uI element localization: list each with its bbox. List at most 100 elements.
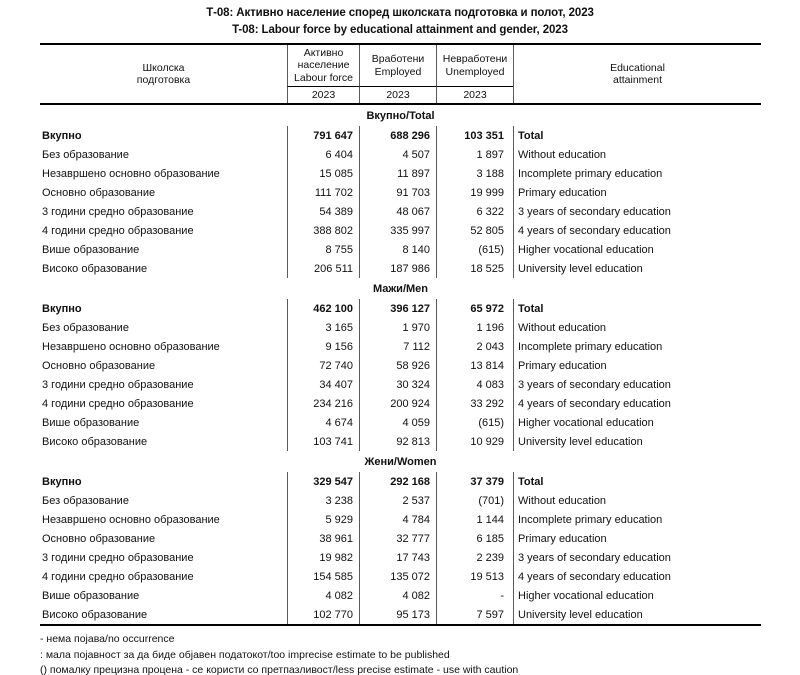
cell-labour-force: 206 511 — [287, 259, 359, 278]
cell-unemployed: 65 972 — [436, 299, 513, 318]
row-label-mk: Без образование — [42, 494, 129, 507]
row-label-mk: Високо образование — [42, 608, 148, 621]
footnotes: - нема појава/no occurrence : мала појав… — [40, 632, 800, 675]
cell-employed: 11 897 — [359, 164, 436, 183]
table-row: Више образование 4 082 4 082- Higher vocati… — [40, 586, 761, 605]
cell-unemployed: (615) — [436, 413, 513, 432]
cell-employed: 17 743 — [359, 548, 436, 567]
row-label-mk: Без образование — [42, 148, 129, 161]
row-label-en: Total — [513, 472, 761, 491]
table-body: Вкупно/Total Вкупно 791 647 688 296 103 351 T… — [40, 105, 761, 626]
row-label-en: Primary education — [513, 183, 761, 202]
cell-unemployed: 18 525 — [436, 259, 513, 278]
table-header: Школска подготовка Активно население Lab… — [40, 43, 761, 105]
header-labour-force: Активно население Labour force — [287, 45, 359, 87]
cell-unemployed: 19 999 — [436, 183, 513, 202]
header-school-prep: Школска подготовка — [40, 45, 287, 103]
row-label-en: Higher vocational education — [513, 586, 761, 605]
cell-labour-force: 154 585 — [287, 567, 359, 586]
cell-employed: 30 324 — [359, 375, 436, 394]
cell-employed: 92 813 — [359, 432, 436, 451]
table-row: Високо образование 102 770 95 173 7 597 Univ… — [40, 605, 761, 624]
footnote-no-occurrence: - нема појава/no occurrence — [40, 633, 175, 645]
cell-employed: 8 140 — [359, 240, 436, 259]
header-unemployed-line2: Unemployed — [445, 65, 505, 78]
header-educational-attainment: Educational attainment — [513, 45, 761, 103]
header-labour-force-line1: Активно — [303, 46, 344, 59]
cell-employed: 187 986 — [359, 259, 436, 278]
table-row: Високо образование 103 741 92 813 10 929 Uni… — [40, 432, 761, 451]
row-label-mk: Незавршено основно образование — [42, 340, 220, 353]
cell-labour-force: 72 740 — [287, 356, 359, 375]
row-label-en: Incomplete primary education — [513, 337, 761, 356]
cell-employed: 4 082 — [359, 586, 436, 605]
header-educational-line2: attainment — [612, 74, 663, 86]
cell-labour-force: 462 100 — [287, 299, 359, 318]
row-label-mk: 3 години средно образование — [42, 378, 194, 391]
year-cell-labour-force: 2023 — [287, 87, 359, 103]
table-row: Основно образование 111 702 91 703 19 999 Pr… — [40, 183, 761, 202]
header-labour-force-line2: население — [297, 59, 350, 72]
page-titles: Т-08: Активно население според школската… — [0, 0, 800, 39]
cell-employed: 48 067 — [359, 202, 436, 221]
cell-unemployed: 33 292 — [436, 394, 513, 413]
cell-labour-force: 4 674 — [287, 413, 359, 432]
cell-employed: 335 997 — [359, 221, 436, 240]
cell-unemployed: 6 185 — [436, 529, 513, 548]
table-row: 3 години средно образование 19 982 17 743 2… — [40, 548, 761, 567]
row-label-en: 3 years of secondary education — [513, 202, 761, 221]
row-label-mk: 3 години средно образование — [42, 551, 194, 564]
footnote-imprecise-estimate: : мала појавност за да биде објавен пода… — [40, 648, 450, 661]
row-label-mk: Основно образование — [42, 186, 156, 199]
cell-employed: 4 507 — [359, 145, 436, 164]
cell-unemployed: 19 513 — [436, 567, 513, 586]
cell-unemployed: - — [436, 586, 513, 605]
cell-employed: 95 173 — [359, 605, 436, 624]
row-label-en: Primary education — [513, 529, 761, 548]
cell-employed: 91 703 — [359, 183, 436, 202]
table-row: 4 години средно образование 388 802 335 99… — [40, 221, 761, 240]
row-label-mk: 4 години средно образование — [42, 397, 194, 410]
section-title: Вкупно/Total — [366, 109, 435, 122]
row-label-en: University level education — [513, 605, 761, 624]
table-row: Више образование 4 674 4 059 (615) Higher vo… — [40, 413, 761, 432]
cell-unemployed: 6 322 — [436, 202, 513, 221]
cell-employed: 32 777 — [359, 529, 436, 548]
table-row: 4 години средно образование 234 216 200 92… — [40, 394, 761, 413]
row-label-en: Without education — [513, 491, 761, 510]
cell-labour-force: 5 929 — [287, 510, 359, 529]
cell-unemployed: 10 929 — [436, 432, 513, 451]
cell-employed: 396 127 — [359, 299, 436, 318]
row-label-en: 4 years of secondary education — [513, 394, 761, 413]
cell-labour-force: 6 404 — [287, 145, 359, 164]
row-label-en: Incomplete primary education — [513, 510, 761, 529]
row-label-mk: Вкупно — [42, 129, 82, 142]
cell-unemployed: 1 897 — [436, 145, 513, 164]
cell-unemployed: 2 043 — [436, 337, 513, 356]
cell-labour-force: 388 802 — [287, 221, 359, 240]
row-label-en: Incomplete primary education — [513, 164, 761, 183]
page-title-mk: Т-08: Активно население според школската… — [206, 7, 594, 19]
cell-unemployed: 7 597 — [436, 605, 513, 624]
row-label-en: Higher vocational education — [513, 240, 761, 259]
row-label-mk: Високо образование — [42, 262, 148, 275]
cell-unemployed: 3 188 — [436, 164, 513, 183]
cell-labour-force: 9 156 — [287, 337, 359, 356]
table-row: Незавршено основно образование 15 085 11 8… — [40, 164, 761, 183]
cell-unemployed: 37 379 — [436, 472, 513, 491]
cell-labour-force: 234 216 — [287, 394, 359, 413]
row-label-en: Without education — [513, 318, 761, 337]
cell-labour-force: 54 389 — [287, 202, 359, 221]
row-label-en: 4 years of secondary education — [513, 567, 761, 586]
cell-labour-force: 8 755 — [287, 240, 359, 259]
table-row: 4 години средно образование 154 585 135 07… — [40, 567, 761, 586]
row-label-en: 3 years of secondary education — [513, 375, 761, 394]
section-title: Мажи/Men — [372, 282, 429, 295]
table-row: Високо образование 206 511 187 986 18 525 Un… — [40, 259, 761, 278]
year-cell-employed: 2023 — [359, 87, 436, 103]
header-unemployed: Невработени Unemployed — [436, 45, 513, 87]
cell-employed: 200 924 — [359, 394, 436, 413]
cell-unemployed: 1 196 — [436, 318, 513, 337]
cell-employed: 688 296 — [359, 126, 436, 145]
